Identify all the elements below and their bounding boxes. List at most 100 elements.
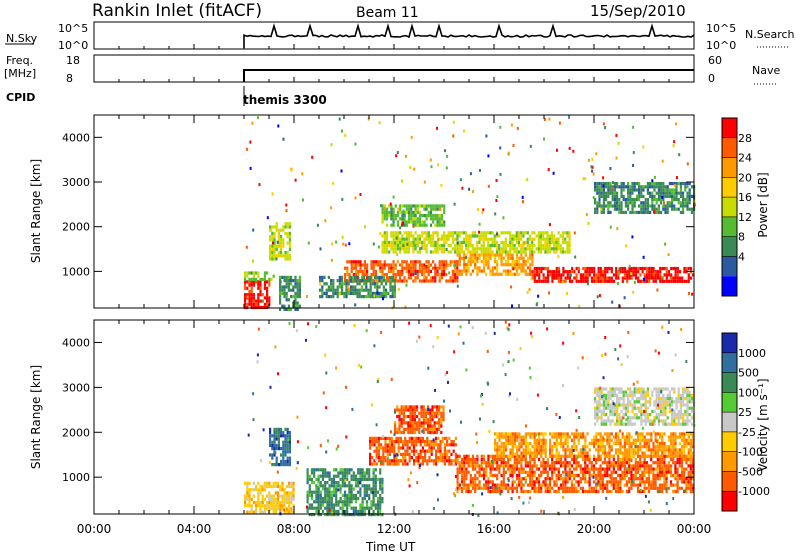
- power-cell: [687, 276, 690, 280]
- velocity-cell: [478, 470, 481, 474]
- power-cell: [374, 285, 377, 289]
- velocity-cell: [674, 445, 677, 449]
- power-cell: [591, 157, 594, 161]
- power-cell: [513, 237, 516, 241]
- velocity-cell: [435, 414, 438, 419]
- power-cell: [363, 275, 366, 279]
- power-cell: [686, 204, 689, 208]
- velocity-cell: [560, 432, 563, 436]
- velocity-cell: [398, 424, 401, 428]
- velocity-cell: [575, 473, 578, 478]
- velocity-cell: [509, 451, 512, 455]
- power-cell: [390, 269, 393, 273]
- power-cell: [436, 214, 439, 218]
- power-cell: [405, 204, 408, 208]
- velocity-cell: [644, 416, 647, 420]
- velocity-cell: [496, 451, 499, 455]
- power-cell: [651, 191, 654, 195]
- power-cell: [651, 204, 654, 208]
- power-cell: [550, 247, 554, 251]
- power-cell: [656, 273, 660, 277]
- velocity-cell: [531, 445, 534, 449]
- power-cell: [396, 214, 400, 218]
- velocity-cell: [577, 435, 580, 439]
- velocity-cell: [471, 483, 475, 487]
- power-cell: [392, 234, 395, 238]
- velocity-cell: [487, 454, 490, 458]
- velocity-cell: [288, 459, 291, 463]
- velocity-cell: [555, 445, 558, 449]
- velocity-cell: [515, 489, 519, 494]
- velocity-cell: [654, 486, 657, 490]
- power-cell: [646, 182, 649, 186]
- power-cell: [620, 185, 623, 189]
- velocity-cell: [654, 477, 657, 481]
- power-cell: [599, 273, 602, 277]
- velocity-cell: [639, 480, 642, 484]
- velocity-cell: [577, 432, 580, 436]
- power-cell: [546, 231, 549, 235]
- power-cell: [620, 182, 623, 186]
- velocity-cell: [553, 483, 556, 487]
- velocity-cell: [663, 473, 666, 478]
- power-cell: [498, 247, 501, 251]
- power-cell: [271, 231, 274, 235]
- power-cell: [471, 250, 474, 254]
- power-cell: [502, 256, 505, 260]
- velocity-cell: [284, 434, 287, 438]
- velocity-cell: [584, 441, 587, 446]
- velocity-cell: [623, 441, 626, 446]
- velocity-cell: [498, 445, 501, 449]
- power-cell: [557, 255, 560, 259]
- power-cell: [487, 244, 490, 248]
- power-cell: [673, 207, 676, 211]
- velocity-cell: [641, 438, 644, 442]
- velocity-cell: [581, 467, 585, 471]
- velocity-cell: [522, 477, 525, 481]
- velocity-cell: [627, 409, 630, 413]
- velocity-cell: [489, 470, 492, 474]
- power-cell: [399, 279, 402, 283]
- velocity-cell: [416, 414, 419, 419]
- velocity-cell: [667, 451, 670, 455]
- velocity-cell: [402, 462, 405, 466]
- power-cell: [427, 210, 430, 214]
- velocity-cell: [666, 397, 669, 401]
- power-cell: [385, 273, 388, 277]
- velocity-cell: [684, 422, 687, 426]
- power-cell: [273, 241, 276, 245]
- velocity-cell: [661, 451, 664, 455]
- power-cell: [546, 273, 550, 277]
- power-cell: [686, 182, 689, 186]
- power-cell: [345, 279, 348, 283]
- power-cell: [434, 266, 437, 270]
- power-cell: [416, 276, 419, 280]
- power-cell: [429, 263, 432, 267]
- power-cell: [528, 234, 532, 238]
- velocity-cell: [277, 484, 280, 489]
- power-cell: [363, 273, 366, 277]
- power-cell: [427, 231, 430, 235]
- power-cell: [410, 210, 413, 214]
- velocity-cell: [673, 419, 676, 423]
- velocity-cell: [649, 422, 652, 426]
- velocity-cell: [474, 457, 477, 462]
- velocity-cell: [686, 416, 689, 420]
- velocity-cell: [598, 397, 601, 401]
- velocity-cell: [551, 457, 554, 462]
- velocity-cell: [529, 467, 532, 471]
- power-cell: [429, 207, 433, 211]
- power-cell: [263, 302, 266, 306]
- velocity-cell: [663, 454, 666, 458]
- velocity-cell: [450, 443, 453, 447]
- velocity-cell: [537, 489, 541, 494]
- power-cell: [421, 244, 424, 248]
- velocity-cell: [616, 416, 619, 420]
- velocity-cell: [652, 486, 655, 490]
- power-cell: [571, 270, 574, 274]
- velocity-cell: [663, 441, 666, 446]
- velocity-cell: [677, 387, 680, 391]
- velocity-cell: [616, 409, 619, 413]
- velocity-cell: [537, 483, 541, 487]
- velocity-cell: [665, 480, 668, 484]
